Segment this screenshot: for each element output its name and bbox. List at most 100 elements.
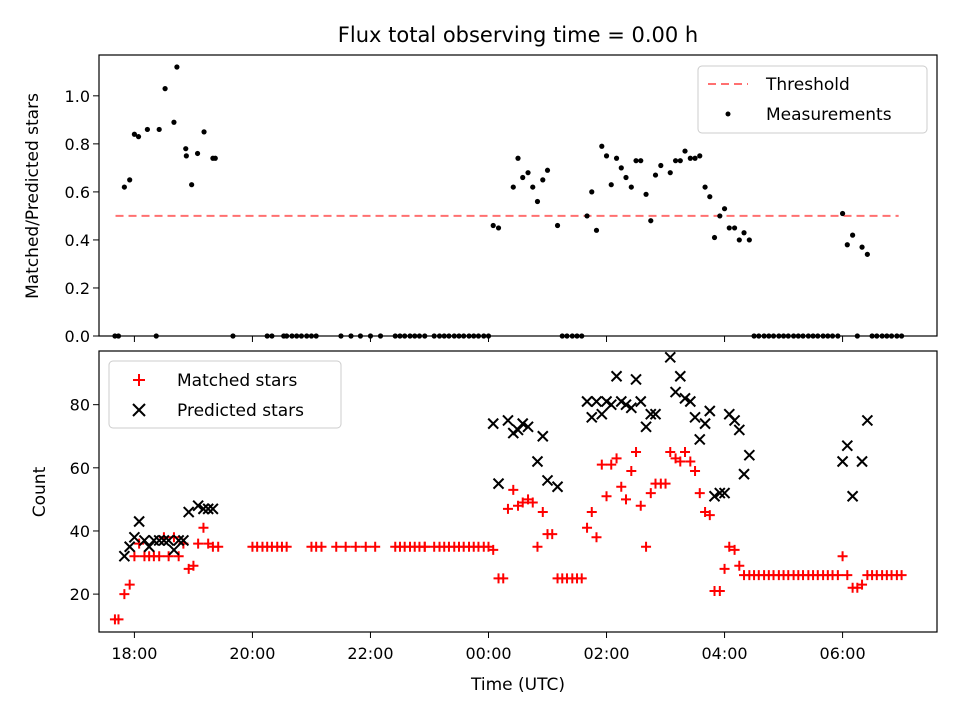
top-y-ticks: 0.0 0.2 0.4 0.6 0.8 1.0 [65,87,99,346]
predicted-legend-swatch [132,403,146,417]
matched-star-point [896,570,907,581]
predicted-star-point [207,503,219,515]
predicted-star-point [714,487,726,499]
predicted-star-point [674,370,686,382]
matched-star-point [193,538,204,549]
top-x-ticks [133,336,844,342]
measurement-point [721,206,728,212]
matched-star-point [502,503,513,514]
measurement-point [850,232,856,238]
y-tick-label: 60 [70,459,90,478]
predicted-star-point [153,534,165,547]
top-legend-box [697,65,928,134]
bottom-x-ticks: 18:00 20:00 22:00 00:00 02:00 04:00 06:00 [111,632,866,663]
matched-star-point [704,510,715,521]
measurement-point [643,191,649,197]
predicted-star-point [610,370,623,382]
bottom-y-axis-label: Count [30,466,50,517]
y-tick-label: 0.6 [65,183,90,202]
bottom-plot-frame [98,350,938,633]
predicted-star-point [492,477,505,490]
matched-star-point [537,507,548,518]
predicted-star-point [728,414,741,427]
legend-label-measurements: Measurements [766,105,892,125]
measurement-point [131,131,138,137]
matched-star-point [724,541,735,552]
legend-label-threshold: Threshold [765,75,850,95]
measurement-point [672,158,679,164]
predicted-star-point [590,395,603,408]
matched-star-point [690,465,701,476]
predicted-star-point [664,351,676,364]
measurement-point [736,237,742,243]
matched-star-point [508,484,519,495]
measurement-point [608,182,614,188]
measurement-point [633,158,639,164]
matched-star-point [620,494,631,505]
measurement-point [194,150,201,157]
predicted-star-point [512,424,524,436]
x-tick-label: 22:00 [347,644,393,663]
measurement-point [144,126,150,133]
measurement-point [183,153,189,159]
matched-star-point [213,541,224,552]
matched-star-point [582,522,593,533]
measurement-point [589,189,595,195]
y-tick-label: 0.0 [65,327,90,346]
predicted-star-point [708,490,721,502]
matched-star-point [675,456,686,467]
measurement-point [495,225,502,231]
measurement-point [677,158,683,164]
measurement-point [726,225,732,231]
matched-star-point [635,500,646,511]
x-tick-label: 18:00 [111,644,157,663]
predicted-star-point [143,541,155,553]
predicted-star-point [172,534,185,547]
y-tick-label: 0.4 [65,231,90,250]
matched-star-point [694,488,705,499]
top-legend: Threshold Measurements [697,65,928,134]
measurement-point [618,165,624,171]
measurement-point [593,227,600,233]
predicted-star-point [531,455,544,468]
predicted-star-point [679,392,691,405]
measurement-point [746,237,752,243]
predicted-star-point [669,386,682,398]
measurement-point [525,170,531,176]
predicted-star-point [718,487,731,499]
matched-star-point [832,570,843,581]
measurement-point [638,158,644,164]
matched-star-point [576,573,587,584]
matched-star-point [857,579,868,590]
predicted-star-point [541,474,554,487]
predicted-star-point [699,417,711,430]
measurement-point [171,119,177,125]
predicted-star-point [581,395,593,408]
matched-star-point [350,541,361,552]
predicted-star-point [202,503,214,515]
measurement-point [707,194,713,200]
matched-star-point [586,507,597,518]
measurement-point [515,155,521,161]
bottom-marks [109,351,907,625]
matched-star-point [154,551,165,562]
measurement-point [162,86,168,92]
y-tick-label: 0.2 [65,279,90,298]
measurement-point [212,155,218,161]
matched-star-point [714,585,725,596]
x-tick-label: 20:00 [229,644,275,663]
bottom-panel: 20 40 60 80 18:00 20:00 22:00 00:00 02:00 04:00 0… [30,350,938,695]
predicted-star-point [645,408,657,420]
predicted-star-point [537,430,549,442]
matched-star-point [837,551,848,562]
predicted-star-point [197,503,210,515]
measurement-point [717,213,723,219]
measurement-point [599,143,605,149]
predicted-star-point [517,417,529,430]
measurement-point [658,162,664,169]
y-tick-label: 20 [70,585,90,604]
x-tick-label: 06:00 [820,644,866,663]
measurements-legend-swatch [725,111,731,117]
measurement-point [692,155,698,161]
measurement-point [731,225,738,231]
